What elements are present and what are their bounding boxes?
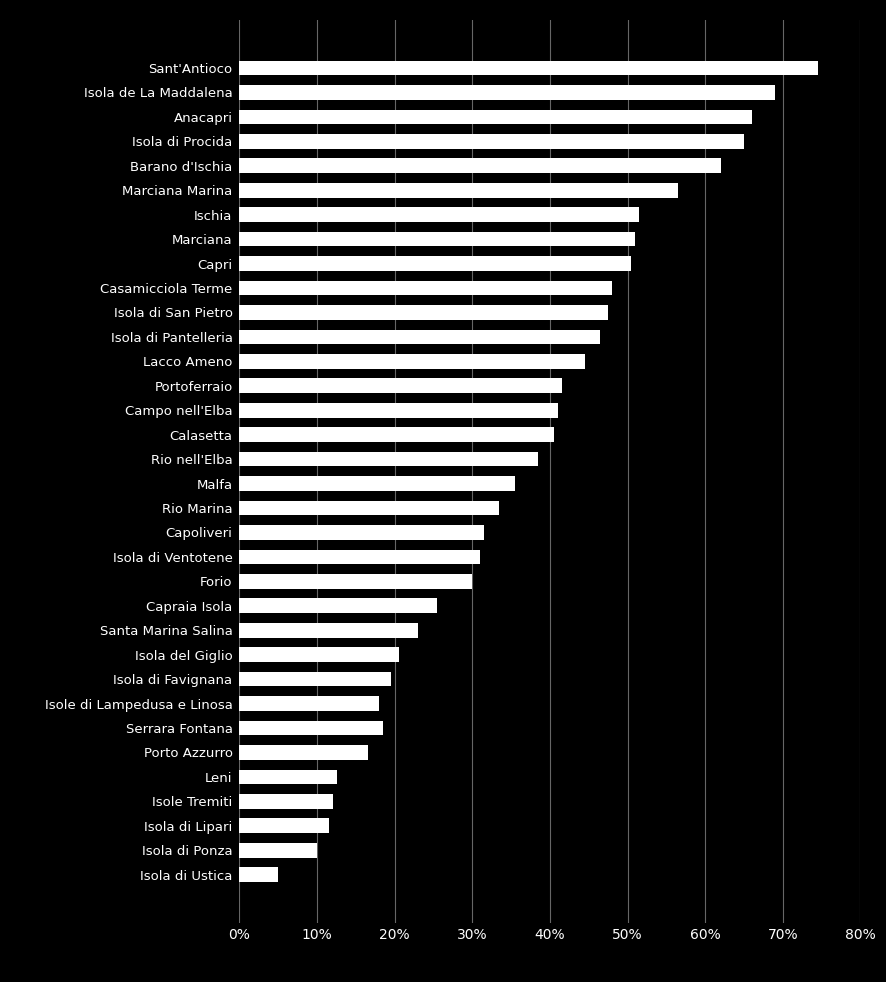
- Bar: [239, 574, 471, 588]
- Bar: [239, 207, 639, 222]
- Bar: [239, 85, 774, 100]
- Bar: [239, 525, 484, 540]
- Bar: [239, 501, 499, 516]
- Bar: [239, 61, 817, 76]
- Bar: [239, 647, 398, 662]
- Bar: [239, 305, 608, 320]
- Bar: [239, 183, 677, 197]
- Bar: [239, 598, 437, 613]
- Bar: [239, 378, 561, 393]
- Bar: [239, 843, 317, 857]
- Bar: [239, 452, 538, 466]
- Bar: [239, 696, 379, 711]
- Bar: [239, 794, 332, 809]
- Bar: [239, 623, 417, 637]
- Bar: [239, 158, 719, 173]
- Bar: [239, 330, 600, 345]
- Bar: [239, 867, 278, 882]
- Bar: [239, 550, 479, 565]
- Bar: [239, 110, 750, 125]
- Bar: [239, 745, 367, 760]
- Bar: [239, 232, 634, 246]
- Bar: [239, 355, 584, 368]
- Bar: [239, 427, 553, 442]
- Bar: [239, 403, 557, 417]
- Bar: [239, 281, 611, 296]
- Bar: [239, 476, 515, 491]
- Bar: [239, 818, 329, 833]
- Bar: [239, 721, 383, 736]
- Bar: [239, 770, 336, 785]
- Bar: [239, 134, 743, 148]
- Bar: [239, 256, 631, 271]
- Bar: [239, 672, 391, 686]
